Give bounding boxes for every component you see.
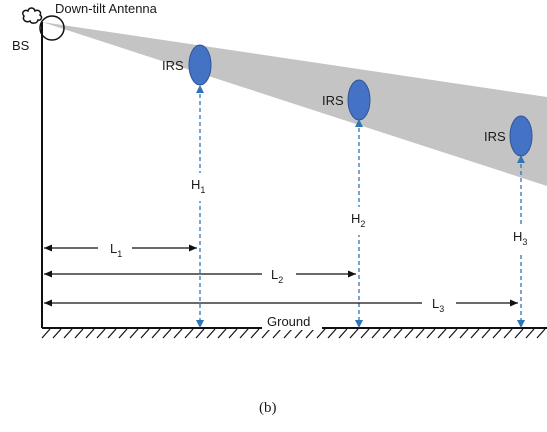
hatch-mark <box>503 328 513 339</box>
hatch-mark <box>107 328 117 339</box>
hatch-mark <box>305 328 315 339</box>
hatch-mark <box>195 328 205 339</box>
hatch-mark <box>228 328 238 339</box>
hatch-mark <box>118 328 128 339</box>
ground-label: Ground <box>267 314 310 329</box>
hatch-mark <box>481 328 491 339</box>
hatch-mark <box>272 328 282 339</box>
hatch-mark <box>162 328 172 339</box>
bs-label: BS <box>12 38 30 53</box>
hatch-mark <box>360 328 370 339</box>
ground-hatching <box>41 328 546 339</box>
hatch-mark <box>393 328 403 339</box>
hatch-mark <box>338 328 348 339</box>
distance-arrowheads <box>44 244 518 307</box>
hatch-mark <box>415 328 425 339</box>
figure-caption: (b) <box>259 400 277 416</box>
height-arrowheads <box>196 85 525 328</box>
hatch-mark <box>448 328 458 339</box>
hatch-mark <box>371 328 381 339</box>
irs-2-element <box>347 79 371 121</box>
hatch-mark <box>283 328 293 339</box>
antenna-beam <box>42 22 547 186</box>
hatch-mark <box>184 328 194 339</box>
hatch-mark <box>426 328 436 339</box>
antenna-icon <box>22 7 65 41</box>
hatch-mark <box>63 328 73 339</box>
hatch-mark <box>140 328 150 339</box>
height-label-1: H1 <box>191 177 205 195</box>
hatch-mark <box>261 328 271 339</box>
hatch-mark <box>250 328 260 339</box>
hatch-mark <box>85 328 95 339</box>
hatch-mark <box>151 328 161 339</box>
irs-1-element <box>188 44 212 86</box>
hatch-mark <box>492 328 502 339</box>
hatch-mark <box>41 328 51 339</box>
hatch-mark <box>536 328 546 339</box>
irs-3-label: IRS <box>484 129 506 144</box>
hatch-mark <box>470 328 480 339</box>
hatch-mark <box>206 328 216 339</box>
antenna-label: Down-tilt Antenna <box>55 1 158 16</box>
distance-label-3: L3 <box>432 296 444 314</box>
hatch-mark <box>514 328 524 339</box>
hatch-mark <box>525 328 535 339</box>
hatch-mark <box>173 328 183 339</box>
hatch-mark <box>459 328 469 339</box>
hatch-mark <box>349 328 359 339</box>
hatch-mark <box>316 328 326 339</box>
height-label-3: H3 <box>513 229 527 247</box>
hatch-mark <box>217 328 227 339</box>
hatch-mark <box>294 328 304 339</box>
irs-1-label: IRS <box>162 58 184 73</box>
irs-2-label: IRS <box>322 93 344 108</box>
hatch-mark <box>239 328 249 339</box>
hatch-mark <box>52 328 62 339</box>
hatch-mark <box>96 328 106 339</box>
hatch-mark <box>382 328 392 339</box>
hatch-mark <box>437 328 447 339</box>
hatch-mark <box>404 328 414 339</box>
distance-label-1: L1 <box>110 241 122 259</box>
hatch-mark <box>327 328 337 339</box>
irs-3-element <box>509 115 533 157</box>
hatch-mark <box>129 328 139 339</box>
distance-label-2: L2 <box>271 267 283 285</box>
hatch-mark <box>74 328 84 339</box>
height-label-2: H2 <box>351 211 365 229</box>
distance-arrows <box>44 247 518 304</box>
